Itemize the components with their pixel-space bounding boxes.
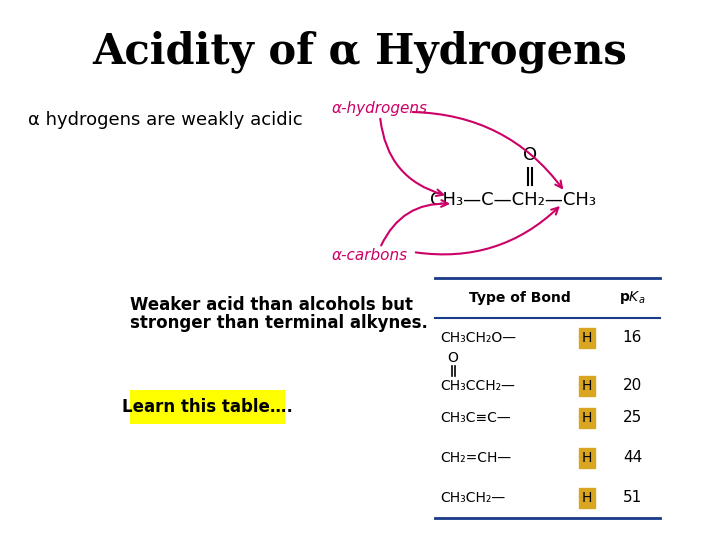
Text: 51: 51 [623, 490, 642, 505]
Text: CH₂=CH—: CH₂=CH— [440, 451, 511, 465]
Text: CH₃CH₂O—: CH₃CH₂O— [440, 331, 516, 345]
Text: α-hydrogens: α-hydrogens [332, 100, 428, 116]
Text: Weaker acid than alcohols but: Weaker acid than alcohols but [130, 296, 413, 314]
Text: CH₃CCH₂—: CH₃CCH₂— [440, 379, 515, 393]
Text: Learn this table….: Learn this table…. [122, 398, 293, 416]
Text: 16: 16 [623, 330, 642, 346]
Text: O: O [447, 351, 458, 365]
Text: Acidity of α Hydrogens: Acidity of α Hydrogens [93, 31, 627, 73]
Text: H: H [582, 411, 592, 425]
Text: O: O [523, 146, 537, 164]
Text: CH₃C≡C—: CH₃C≡C— [440, 411, 510, 425]
Text: 25: 25 [623, 410, 642, 426]
Text: α hydrogens are weakly acidic: α hydrogens are weakly acidic [28, 111, 302, 129]
Text: 44: 44 [623, 450, 642, 465]
Text: Type of Bond: Type of Bond [469, 291, 571, 305]
Text: CH₃—C—CH₂—CH₃: CH₃—C—CH₂—CH₃ [430, 191, 596, 209]
Text: H: H [582, 331, 592, 345]
Text: H: H [582, 491, 592, 505]
Text: stronger than terminal alkynes.: stronger than terminal alkynes. [130, 314, 428, 332]
Text: 20: 20 [623, 379, 642, 394]
Text: H: H [582, 451, 592, 465]
Text: p$K_a$: p$K_a$ [619, 289, 646, 307]
Text: H: H [582, 379, 592, 393]
FancyBboxPatch shape [130, 390, 285, 424]
Text: α-carbons: α-carbons [332, 247, 408, 262]
Text: CH₃CH₂—: CH₃CH₂— [440, 491, 505, 505]
